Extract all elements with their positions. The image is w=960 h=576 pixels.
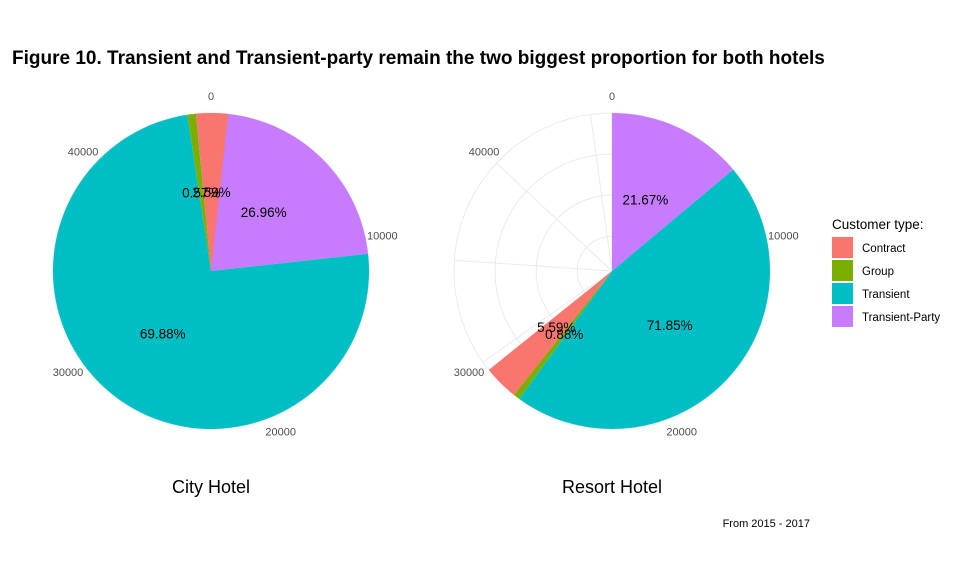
legend-swatch-group <box>832 260 853 281</box>
city-hotel-tick-1: 10000 <box>367 230 398 242</box>
resort-hotel-grid-spoke-6 <box>482 270 613 363</box>
city-hotel-slice-transient-party <box>211 113 369 271</box>
legend-label-transient-party: Transient-Party <box>862 312 940 324</box>
resort-hotel-slice-contract <box>488 271 612 395</box>
resort-hotel-slice-transient <box>519 169 770 429</box>
resort-hotel-label-transient-party: 21.67% <box>623 192 669 207</box>
city-hotel-label-transient-party: 26.96% <box>241 205 287 220</box>
city-hotel-slice-group <box>187 113 211 271</box>
resort-hotel-tick-0: 0 <box>609 91 615 103</box>
resort-hotel-grid-spoke-8 <box>496 162 613 272</box>
city-hotel-tick-3: 30000 <box>53 367 84 379</box>
legend-title: Customer type: <box>832 217 924 232</box>
city-hotel-facet-label: City Hotel <box>172 477 250 497</box>
resort-hotel-label-group: 0.88% <box>545 327 583 342</box>
chart-caption: From 2015 - 2017 <box>723 518 810 530</box>
city-hotel-label-contract: 2.59% <box>192 185 230 200</box>
resort-hotel-slice-group <box>513 271 612 399</box>
legend-swatch-transient <box>832 283 853 304</box>
resort-hotel-tick-3: 30000 <box>454 367 485 379</box>
city-hotel-tick-4: 40000 <box>68 147 99 159</box>
resort-hotel-tick-2: 20000 <box>666 427 697 439</box>
legend-swatch-contract <box>832 237 853 258</box>
resort-hotel-slice-transient-party <box>612 113 734 271</box>
legend-label-transient: Transient <box>862 289 910 301</box>
city-hotel-label-transient: 69.88% <box>140 327 186 342</box>
city-hotel-ticks: 0 10000 20000 30000 40000 <box>53 91 398 439</box>
city-hotel-labels: 26.96% 69.88% 0.57%2.59% <box>140 185 287 342</box>
resort-hotel-label-contract: 5.59% <box>537 320 575 335</box>
resort-hotel-grid-spoke-7 <box>454 259 613 272</box>
resort-hotel-ticks: 0 10000 20000 30000 40000 <box>454 91 799 439</box>
city-hotel-slices <box>53 112 370 429</box>
resort-hotel-labels: 21.67% 71.85% 0.88%5.59% <box>537 192 692 342</box>
panel-resort-hotel: 21.67% 71.85% 0.88%5.59% 0 10000 20000 30000 4… <box>453 91 799 497</box>
city-hotel-label-group: 0.57% <box>182 186 220 201</box>
legend-swatch-transient-party <box>832 306 853 327</box>
resort-hotel-slices <box>488 113 770 429</box>
panel-city-hotel: 26.96% 69.88% 0.57%2.59% 0 10000 20000 30000 4… <box>52 91 398 497</box>
resort-hotel-facet-label: Resort Hotel <box>562 477 662 497</box>
resort-hotel-grid-spoke-9 <box>589 114 613 272</box>
resort-hotel-tick-1: 10000 <box>768 230 799 242</box>
legend-label-group: Group <box>862 266 894 278</box>
legend-items: Contract Group Transient Transient-Party <box>832 237 940 327</box>
city-hotel-slice-contract <box>195 112 229 271</box>
city-hotel-tick-0: 0 <box>208 91 214 103</box>
chart-title: Figure 10. Transient and Transient-party… <box>12 48 825 69</box>
city-hotel-slice-transient <box>53 114 370 429</box>
resort-hotel-tick-4: 40000 <box>469 147 500 159</box>
legend-label-contract: Contract <box>862 243 906 255</box>
resort-hotel-label-transient: 71.85% <box>647 318 693 333</box>
city-hotel-tick-2: 20000 <box>265 427 296 439</box>
legend: Customer type: Contract Group Transient Tra… <box>832 217 940 327</box>
